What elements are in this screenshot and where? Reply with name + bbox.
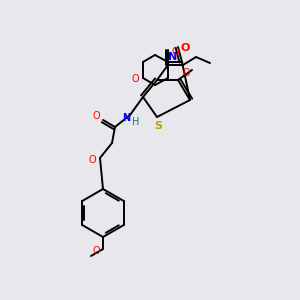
Text: O: O <box>92 111 100 121</box>
Text: H: H <box>132 117 140 127</box>
Text: O: O <box>88 155 96 165</box>
Text: O: O <box>171 47 179 57</box>
Text: O: O <box>180 43 190 53</box>
Text: O: O <box>182 68 190 78</box>
Text: S: S <box>154 121 162 131</box>
Text: O: O <box>92 246 100 256</box>
Text: N: N <box>122 113 130 123</box>
Text: N: N <box>168 52 178 62</box>
Text: O: O <box>131 74 139 84</box>
